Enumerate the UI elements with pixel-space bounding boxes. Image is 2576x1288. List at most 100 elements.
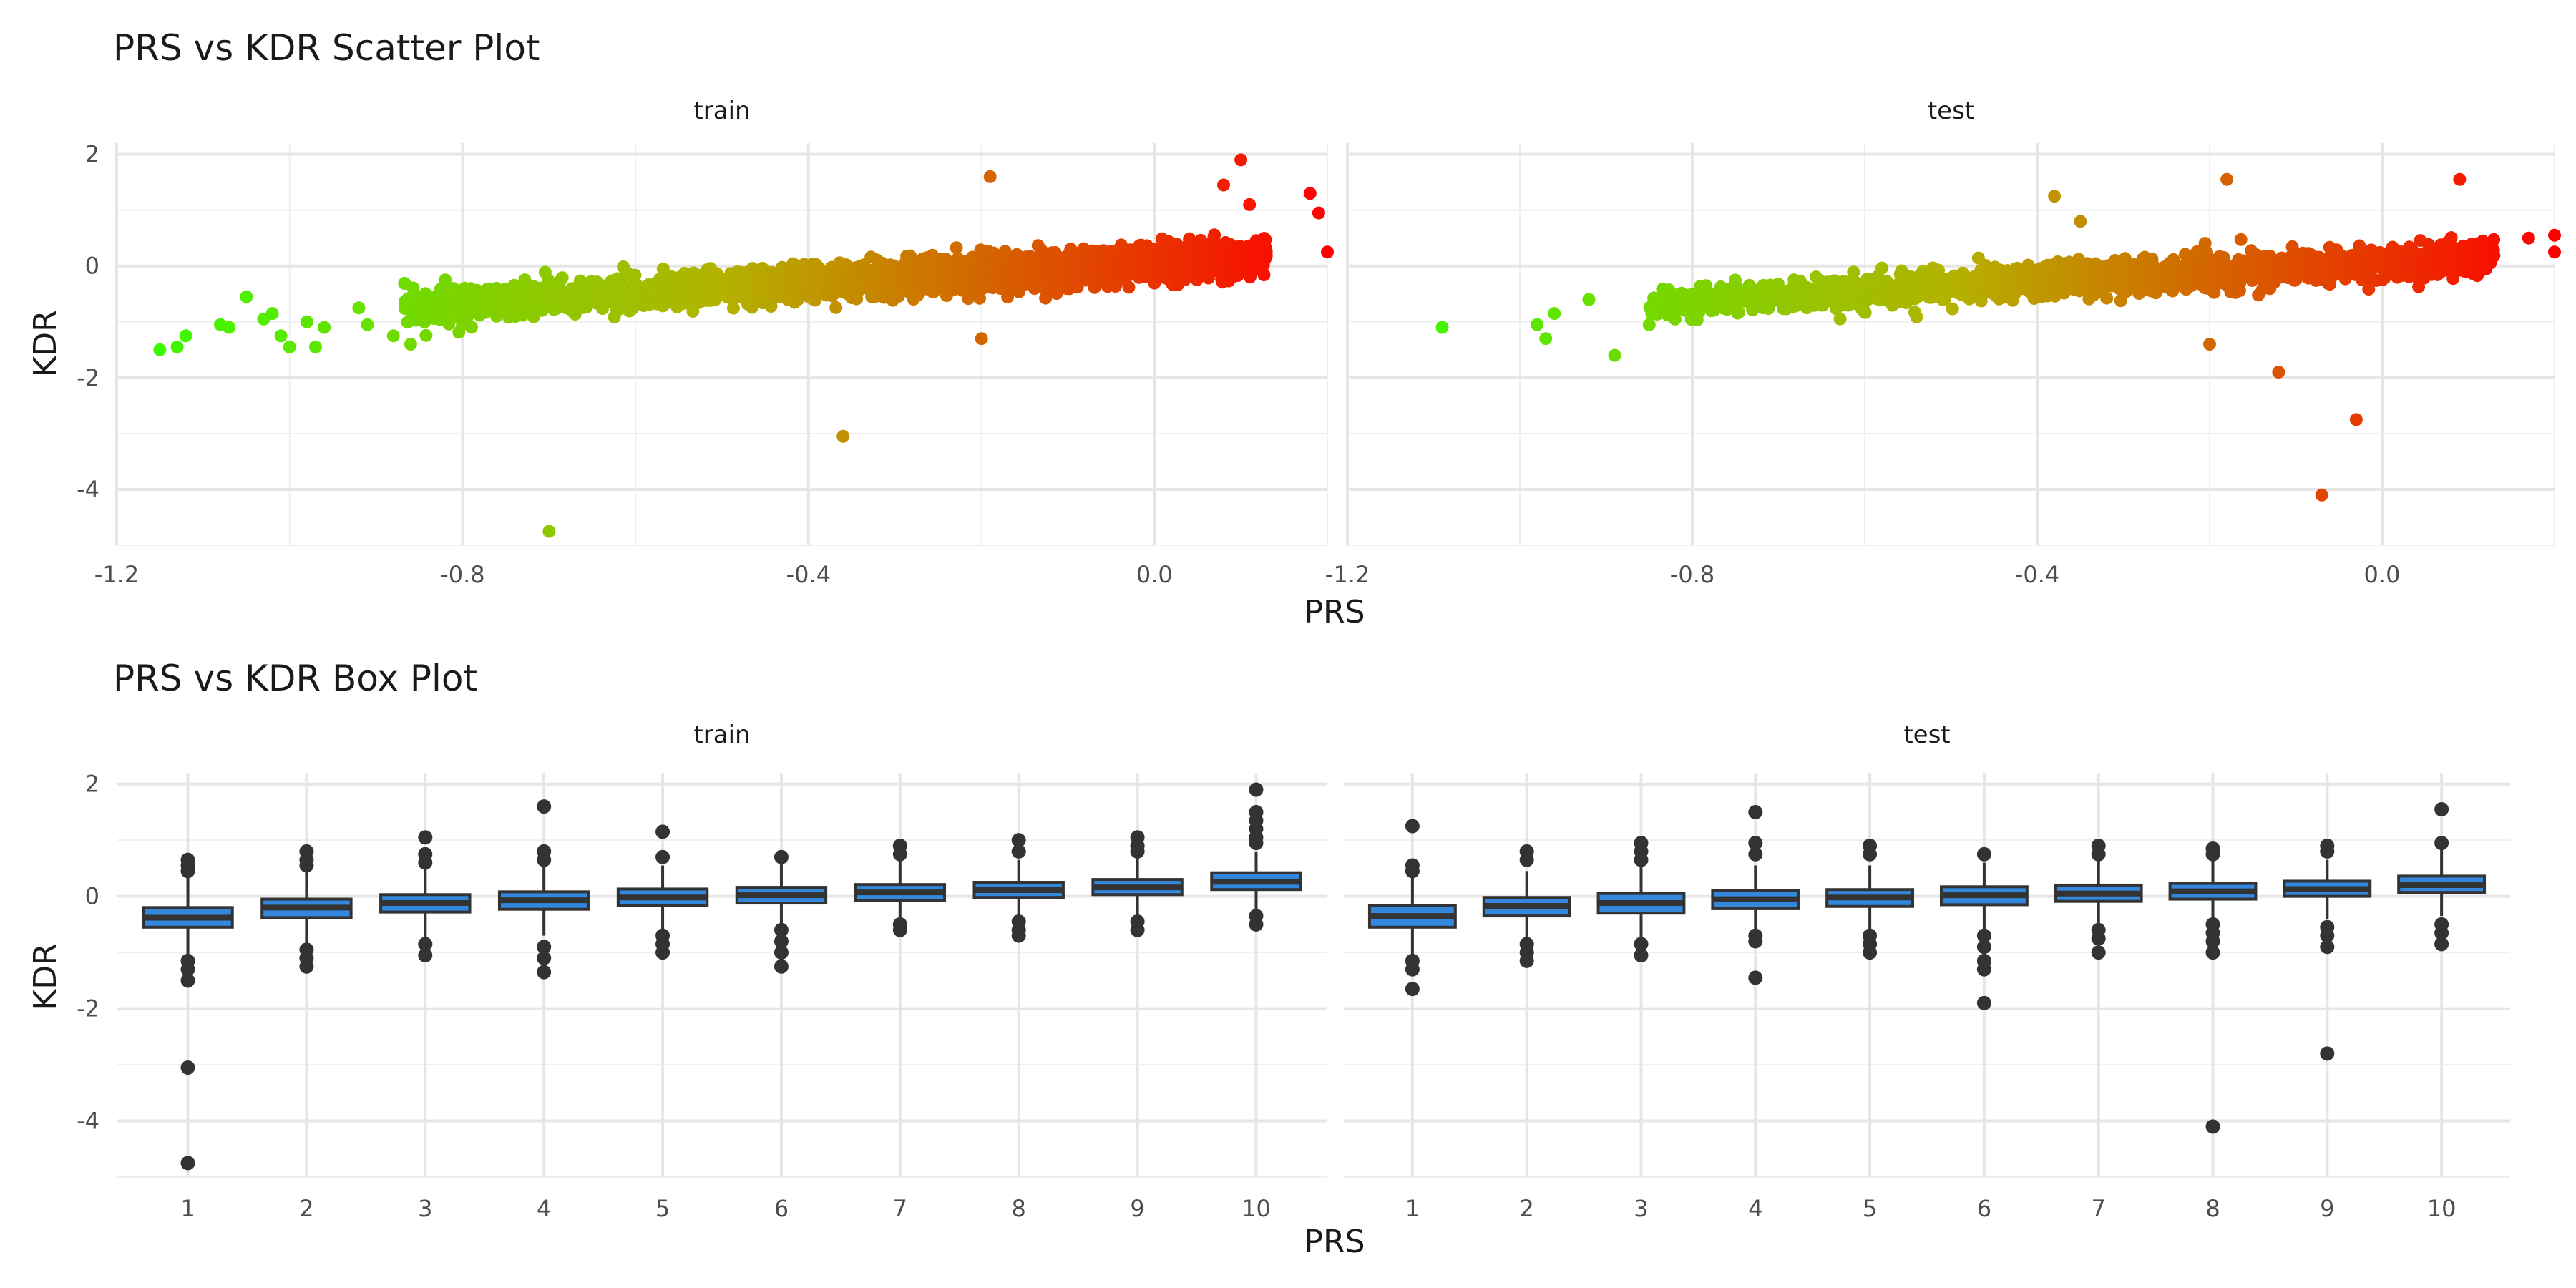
box-outlier (299, 959, 314, 974)
box-outlier (1748, 970, 1763, 985)
scatter-point (274, 329, 288, 343)
scatter-point (1435, 321, 1449, 334)
scatter-point (2272, 366, 2285, 379)
scatter-point (2100, 291, 2114, 305)
box-outlier (537, 852, 552, 867)
box-outlier (655, 945, 670, 960)
box-outlier (2434, 836, 2449, 851)
box-outlier (418, 855, 433, 870)
scatter-point (404, 338, 417, 351)
box-outlier (1249, 917, 1264, 932)
box-outlier (180, 1060, 195, 1075)
scatter-point (240, 290, 253, 303)
scatter-point (746, 301, 758, 314)
box-outlier (2320, 940, 2335, 955)
scatter-point (153, 343, 167, 356)
box-outlier (892, 922, 907, 937)
scatter-point (2453, 172, 2467, 186)
box-test-8 (2168, 841, 2258, 1134)
box-outlier (2320, 1046, 2335, 1061)
box-x-tick-label: 6 (774, 1195, 789, 1222)
box-outlier (1405, 962, 1420, 977)
scatter-point (2548, 228, 2561, 242)
scatter-y-axis-title: KDR (27, 310, 64, 376)
scatter-point (2487, 233, 2501, 246)
scatter-point (2315, 488, 2328, 502)
scatter-y-tick-label: 2 (85, 141, 99, 168)
box-outlier (655, 849, 670, 864)
box-x-tick-label: 1 (1405, 1195, 1420, 1222)
box-outlier (1519, 953, 1534, 968)
box-outlier (537, 940, 552, 955)
scatter-point (1312, 206, 1325, 220)
scatter-y-tick-label: 0 (85, 253, 99, 280)
scatter-point (1243, 197, 1257, 211)
box-test-2 (1482, 844, 1571, 968)
box-train-4 (497, 799, 590, 980)
box-y-tick-label: -4 (77, 1108, 99, 1135)
scatter-point (1979, 258, 1992, 272)
box-outlier (1976, 962, 1991, 977)
box-train-1 (142, 852, 234, 1171)
box-outlier (1405, 982, 1420, 997)
scatter-x-axis-title: PRS (1304, 594, 1365, 630)
box-outlier (418, 937, 433, 952)
box-outlier (774, 945, 789, 960)
box-x-tick-label: 2 (1520, 1195, 1534, 1222)
box-x-tick-label: 9 (2320, 1195, 2334, 1222)
scatter-point (1303, 187, 1317, 200)
scatter-point (2207, 286, 2221, 299)
scatter-point (542, 525, 556, 538)
scatter-point (1642, 318, 1656, 331)
box-outlier (1863, 847, 1878, 862)
scatter-point (2349, 413, 2363, 426)
box-outlier (537, 965, 552, 980)
scatter-point (283, 340, 296, 353)
scatter-x-tick-label: -0.4 (2015, 561, 2059, 588)
box-outlier (1748, 836, 1763, 851)
box-outlier (2434, 925, 2449, 940)
box-outlier (299, 858, 314, 873)
box-outlier (1634, 937, 1649, 952)
scatter-point (300, 315, 313, 328)
box-outlier (2434, 937, 2449, 952)
scatter-point (309, 340, 322, 353)
scatter-x-tick-label: -0.8 (1670, 561, 1714, 588)
box-outlier (2434, 802, 2449, 817)
scatter-point (1122, 280, 1136, 294)
scatter-point (836, 429, 850, 443)
box-y-tick-label: -2 (77, 995, 99, 1023)
box-outlier (1748, 934, 1763, 949)
box-outlier (1011, 844, 1026, 859)
scatter-point (442, 317, 456, 331)
box-outlier (1405, 864, 1420, 879)
scatter-point (975, 332, 988, 346)
box-outlier (1863, 945, 1878, 960)
scatter-point (1539, 332, 1553, 346)
box-outlier (1405, 819, 1420, 834)
box-outlier (418, 948, 433, 963)
box-x-tick-label: 7 (2092, 1195, 2106, 1222)
box-x-tick-label: 6 (1977, 1195, 1991, 1222)
scatter-point (2353, 239, 2366, 253)
box-outlier (2091, 847, 2106, 862)
scatter-point (1531, 318, 1544, 331)
box-outlier (537, 950, 552, 965)
box-outlier (537, 799, 552, 814)
scatter-x-tick-label: -1.2 (1325, 561, 1370, 588)
scatter-point (950, 241, 963, 255)
box-x-tick-label: 10 (1241, 1195, 1271, 1222)
box-train-7 (854, 839, 947, 937)
scatter-point (1833, 312, 1847, 326)
scatter-point (983, 170, 997, 183)
scatter-point (998, 245, 1012, 258)
scatter-point (1234, 153, 1248, 167)
box-x-tick-label: 5 (1863, 1195, 1877, 1222)
scatter-point (1201, 271, 1215, 285)
scatter-point (179, 329, 192, 343)
scatter-strip-label-test: test (1928, 97, 1974, 125)
box-x-tick-label: 7 (893, 1195, 907, 1222)
box-outlier (2091, 931, 2106, 946)
scatter-point (2203, 338, 2216, 351)
